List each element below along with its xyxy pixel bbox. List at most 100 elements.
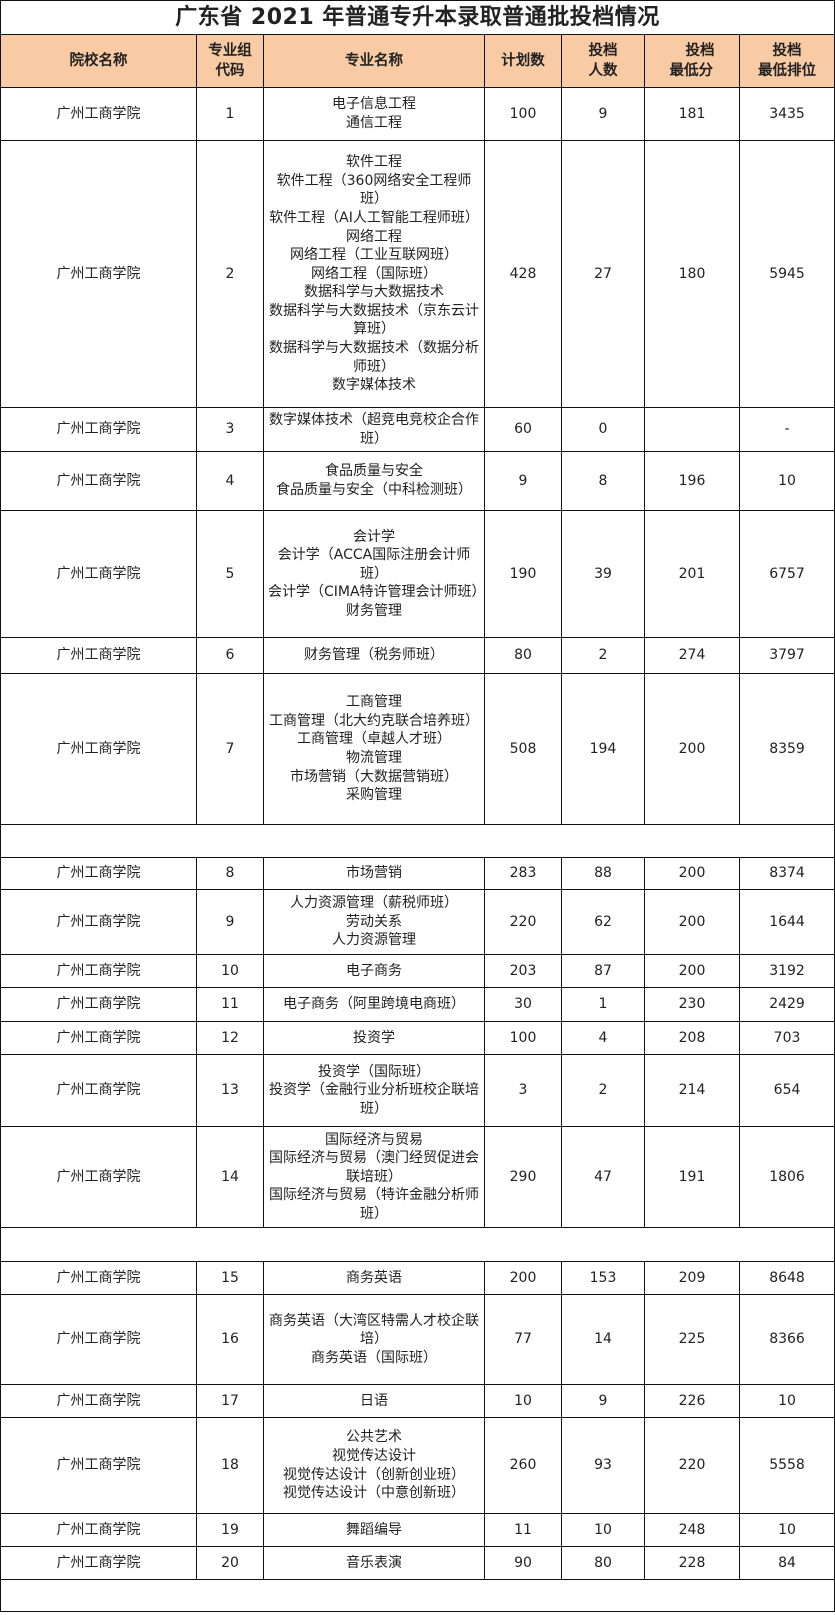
group-code-cell: 1: [196, 87, 264, 141]
major-name: 物流管理: [346, 750, 402, 766]
admitted-cell: 93: [561, 1417, 645, 1514]
min-rank-cell: 8359: [738, 673, 835, 825]
school-cell: 广州工商学院: [0, 140, 197, 408]
min-score-cell: 208: [644, 1021, 740, 1055]
table-row: 广州工商学院 14 国际经济与贸易 国际经济与贸易（澳门经贸促进会联培班） 国际经济与贸…: [0, 1126, 835, 1228]
major-name: 劳动关系: [346, 913, 402, 930]
group-code-cell: 5: [196, 510, 264, 638]
min-score-cell: 220: [644, 1417, 740, 1514]
major-name: 食品质量与安全: [325, 463, 423, 480]
plan-cell: 220: [484, 889, 562, 955]
min-rank-cell: 10: [738, 451, 835, 511]
table-row: 广州工商学院 15 商务英语 200 153 209 8648: [0, 1261, 835, 1295]
major-cell: 音乐表演: [263, 1546, 485, 1580]
plan-cell: 100: [484, 1021, 562, 1055]
table-row: 广州工商学院 16 商务英语（大湾区特需人才校企联培） 商务英语（国际班） 77 14 22…: [0, 1294, 835, 1385]
table-row: 广州工商学院 4 食品质量与安全 食品质量与安全（中科检测班） 9 8 196 10: [0, 451, 835, 511]
table-row: 广州工商学院 13 投资学（国际班） 投资学（金融行业分析班校企联培班） 3 2 214 65…: [0, 1054, 835, 1127]
school-cell: 广州工商学院: [0, 1126, 197, 1228]
plan-cell: 508: [484, 673, 562, 825]
plan-cell: 200: [484, 1261, 562, 1295]
major-name: 软件工程（AI人工智能工程师班）: [269, 209, 479, 226]
plan-cell: 11: [484, 1513, 562, 1547]
group-code-cell: 18: [196, 1417, 264, 1514]
min-rank-cell: 6757: [738, 510, 835, 638]
major-cell: 软件工程 软件工程（360网络安全工程师班） 软件工程（AI人工智能工程师班） 网络工…: [263, 140, 485, 408]
min-score-cell: 200: [644, 673, 740, 825]
table-row: 广州工商学院 18 公共艺术 视觉传达设计 视觉传达设计（创新创业班） 视觉传达设计（中意…: [0, 1417, 835, 1514]
major-cell: 投资学: [263, 1021, 485, 1055]
plan-cell: 90: [484, 1546, 562, 1580]
min-score-cell: 200: [644, 889, 740, 955]
header-col-group-code: 专业组代码: [196, 34, 264, 88]
school-cell: 广州工商学院: [0, 1417, 197, 1514]
admitted-cell: 1: [561, 987, 645, 1022]
admitted-cell: 27: [561, 140, 645, 408]
major-name: 数据科学与大数据技术: [304, 284, 444, 301]
admitted-cell: 9: [561, 1384, 645, 1418]
plan-cell: 203: [484, 954, 562, 988]
plan-cell: 30: [484, 987, 562, 1022]
major-name: 国际经济与贸易（特许金融分析师班）: [269, 1187, 479, 1222]
min-rank-cell: 84: [738, 1546, 835, 1580]
table-row: 广州工商学院 5 会计学 会计学（ACCA国际注册会计师班） 会计学（CIMA特许管理会…: [0, 510, 835, 638]
major-name: 网络工程: [346, 228, 402, 245]
major-cell: 数字媒体技术（超竞电竞校企合作班）: [263, 407, 485, 452]
major-name: 市场营销（大数据营销班）: [290, 768, 458, 785]
major-cell: 工商管理 工商管理（北大约克联合培养班） 工商管理（卓越人才班） 物流管理 市场营销（大…: [263, 673, 485, 825]
major-name: 网络工程（工业互联网班）: [290, 247, 458, 264]
table-row: 广州工商学院 11 电子商务（阿里跨境电商班） 30 1 230 2429: [0, 987, 835, 1022]
major-name: 商务英语: [346, 1269, 402, 1286]
school-cell: 广州工商学院: [0, 889, 197, 955]
major-name: 国际经济与贸易（澳门经贸促进会联培班）: [269, 1150, 479, 1185]
major-name: 会计学（ACCA国际注册会计师班）: [277, 547, 471, 582]
school-cell: 广州工商学院: [0, 987, 197, 1022]
table-row: 广州工商学院 12 投资学 100 4 208 703: [0, 1021, 835, 1055]
blank-cell: [0, 824, 835, 858]
plan-cell: 10: [484, 1384, 562, 1418]
plan-cell: 77: [484, 1294, 562, 1385]
min-score-cell: 181: [644, 87, 740, 141]
blank-row: [0, 824, 835, 858]
min-score-cell: 225: [644, 1294, 740, 1385]
min-rank-cell: 1644: [738, 889, 835, 955]
school-cell: 广州工商学院: [0, 407, 197, 452]
school-cell: 广州工商学院: [0, 510, 197, 638]
major-name: 采购管理: [346, 787, 402, 804]
major-cell: 商务英语: [263, 1261, 485, 1295]
blank-row: [0, 1579, 835, 1612]
min-score-cell: 200: [644, 954, 740, 988]
major-cell: 电子商务: [263, 954, 485, 988]
table-row: 广州工商学院 19 舞蹈编导 11 10 248 10: [0, 1513, 835, 1547]
major-cell: 公共艺术 视觉传达设计 视觉传达设计（创新创业班） 视觉传达设计（中意创新班）: [263, 1417, 485, 1514]
major-name: 工商管理: [346, 694, 402, 711]
min-score-cell: 228: [644, 1546, 740, 1580]
header-text: 院校名称: [69, 53, 128, 69]
admitted-cell: 2: [561, 1054, 645, 1127]
min-rank-cell: 2429: [738, 987, 835, 1022]
school-cell: 广州工商学院: [0, 1261, 197, 1295]
min-rank-cell: 10: [738, 1513, 835, 1547]
min-rank-cell: 5558: [738, 1417, 835, 1514]
major-name: 公共艺术: [346, 1429, 402, 1446]
school-cell: 广州工商学院: [0, 451, 197, 511]
admitted-cell: 14: [561, 1294, 645, 1385]
plan-cell: 9: [484, 451, 562, 511]
min-rank-cell: 10: [738, 1384, 835, 1418]
admitted-cell: 39: [561, 510, 645, 638]
admitted-cell: 8: [561, 451, 645, 511]
major-name: 软件工程: [346, 154, 402, 171]
min-rank-cell: 1806: [738, 1126, 835, 1228]
min-score-cell: 230: [644, 987, 740, 1022]
min-score-cell: 248: [644, 1513, 740, 1547]
group-code-cell: 19: [196, 1513, 264, 1547]
major-cell: 财务管理（税务师班）: [263, 637, 485, 674]
blank-cell: [0, 1579, 835, 1612]
header-text: 专业名称: [345, 53, 403, 69]
school-cell: 广州工商学院: [0, 1546, 197, 1580]
group-code-cell: 13: [196, 1054, 264, 1127]
major-name: 视觉传达设计（创新创业班）: [283, 1466, 465, 1483]
plan-cell: 100: [484, 87, 562, 141]
min-score-cell: 196: [644, 451, 740, 511]
major-cell: 人力资源管理（薪税师班） 劳动关系 人力资源管理: [263, 889, 485, 955]
